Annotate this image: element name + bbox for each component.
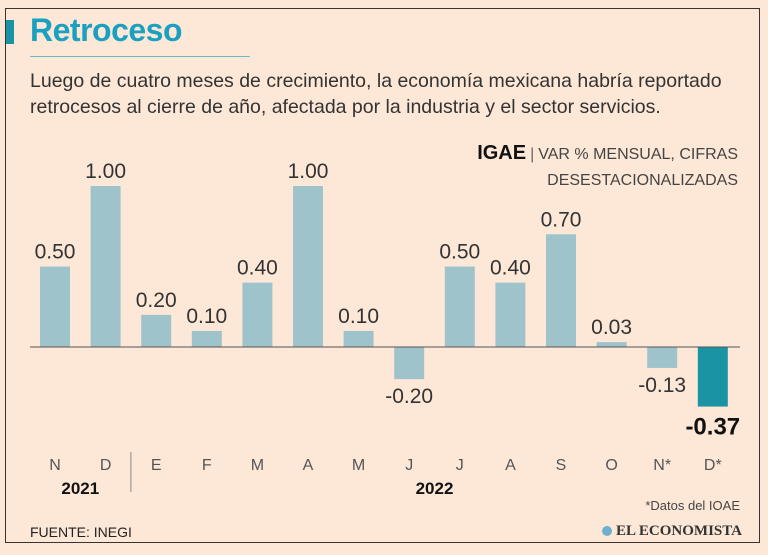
year-label: 2022 — [416, 479, 454, 498]
data-label: 1.00 — [85, 160, 126, 183]
year-label: 2021 — [61, 479, 99, 498]
footnote: *Datos del IOAE — [645, 498, 740, 513]
data-label: 0.40 — [237, 257, 278, 280]
title-underline — [30, 56, 250, 57]
bar — [697, 347, 728, 407]
x-tick-label: J — [405, 457, 413, 474]
bar — [40, 266, 70, 347]
x-tick-label: M — [251, 457, 264, 474]
x-tick-label: J — [456, 457, 464, 474]
bar — [444, 266, 475, 347]
bar — [191, 330, 222, 347]
data-label: 1.00 — [288, 160, 329, 183]
separator: | — [530, 146, 535, 163]
x-tick-label: N* — [653, 457, 671, 474]
indicator-name: IGAE — [477, 142, 527, 164]
bar — [343, 330, 374, 347]
x-tick-label: A — [303, 457, 314, 474]
unit-line-2: DESESTACIONALIZADAS — [547, 172, 738, 189]
data-label: 0.40 — [490, 257, 531, 280]
title-accent-bar — [6, 20, 14, 44]
bar — [394, 347, 425, 380]
x-tick-label: E — [151, 457, 162, 474]
data-label: -0.13 — [638, 374, 686, 397]
bar — [546, 234, 576, 347]
x-tick-label: A — [505, 457, 516, 474]
data-label: -0.20 — [385, 385, 433, 408]
data-label: 0.10 — [338, 305, 379, 328]
bar — [293, 186, 323, 347]
data-label: 0.03 — [591, 316, 632, 339]
x-tick-label: D* — [704, 457, 722, 474]
data-label: 0.50 — [35, 241, 76, 264]
x-tick-label: O — [605, 457, 617, 474]
bar — [90, 186, 121, 347]
title: Retroceso — [30, 12, 183, 48]
data-label: 0.50 — [439, 241, 480, 264]
logo-text: EL ECONOMISTA — [616, 523, 742, 539]
source: FUENTE: INEGI — [30, 524, 132, 540]
logo-icon — [602, 526, 612, 536]
bar — [596, 342, 627, 347]
x-tick-label: F — [202, 457, 212, 474]
frame-border — [5, 8, 760, 543]
bar — [495, 282, 526, 347]
data-label: 0.70 — [541, 208, 582, 231]
subtitle: Luego de cuatro meses de crecimiento, la… — [30, 70, 722, 118]
x-tick-label: S — [556, 457, 567, 474]
bar — [647, 347, 678, 368]
bar — [242, 282, 273, 347]
logo: EL ECONOMISTA — [602, 523, 742, 540]
data-label: -0.37 — [685, 414, 740, 441]
data-label: 0.10 — [186, 305, 227, 328]
x-tick-label: D — [100, 457, 112, 474]
x-tick-label: M — [352, 457, 365, 474]
unit-label: IGAE | VAR % MENSUAL, CIFRAS DESESTACIONAL… — [477, 140, 738, 194]
unit-line-1: VAR % MENSUAL, CIFRAS — [538, 146, 738, 163]
bar — [141, 314, 172, 347]
data-label: 0.20 — [136, 289, 177, 312]
x-tick-label: N — [49, 457, 61, 474]
